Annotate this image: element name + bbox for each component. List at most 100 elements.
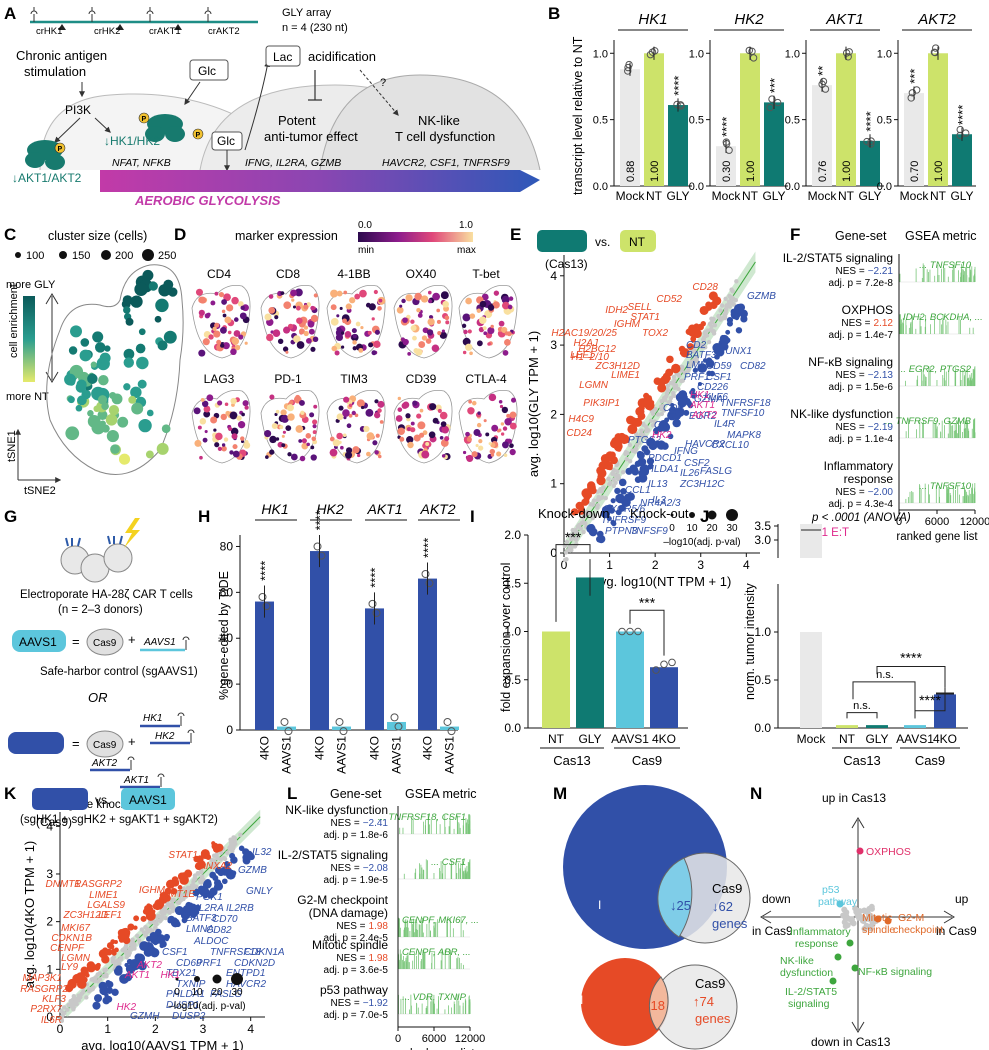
down-genes-label: genes bbox=[712, 916, 748, 931]
gene-point bbox=[565, 548, 571, 553]
cluster-dot bbox=[146, 409, 154, 417]
gene-point-down bbox=[230, 870, 237, 876]
y-tick-label: 1 bbox=[46, 962, 53, 976]
gene-point bbox=[636, 436, 641, 441]
gene-point-down bbox=[608, 507, 615, 514]
x-tick-label: 4 bbox=[247, 1022, 254, 1036]
marker-dot bbox=[418, 432, 425, 438]
nes-label: NES = bbox=[331, 863, 360, 874]
up-overlap-count: ↑18 bbox=[644, 998, 665, 1013]
cluster-dot bbox=[123, 357, 134, 368]
marker-dot bbox=[274, 412, 278, 417]
gene-point bbox=[707, 321, 713, 327]
marker-dot bbox=[377, 408, 382, 413]
marker-dot bbox=[366, 451, 371, 457]
cluster-dot bbox=[99, 352, 111, 364]
x-axis-label: avg. log10(NT TPM + 1) bbox=[593, 574, 732, 589]
gene-label-highlight: HK1 bbox=[161, 970, 180, 981]
marker-dot bbox=[215, 432, 223, 441]
cluster-dot bbox=[75, 404, 83, 412]
gene-label-down: TNFRSF9 bbox=[601, 515, 646, 526]
marker-dot bbox=[306, 337, 312, 344]
y-tick-label: 1.0 bbox=[877, 48, 892, 60]
nes-value: NES = −2.41 bbox=[331, 818, 389, 829]
gene-point-down bbox=[646, 457, 655, 465]
significance-stars: *** bbox=[639, 594, 656, 610]
marker-dot bbox=[509, 411, 517, 419]
gene-point-down bbox=[620, 487, 627, 495]
gene-point bbox=[199, 880, 204, 885]
gene-point-up bbox=[177, 885, 183, 890]
gene-label-up: CD52 bbox=[656, 294, 682, 305]
marker-dot bbox=[310, 305, 315, 311]
marker-dot bbox=[416, 413, 422, 419]
x-tick-label: 12000 bbox=[455, 1033, 486, 1045]
gene-point bbox=[74, 996, 79, 1002]
vs-label: vs. bbox=[595, 235, 610, 249]
gene-label-up: CENPF bbox=[50, 943, 85, 954]
gene-point bbox=[615, 469, 620, 474]
adj-p-value: adj. p = 1.1e-4 bbox=[829, 434, 894, 445]
gene-point bbox=[104, 972, 109, 978]
equals-label: = bbox=[72, 736, 80, 751]
cluster-dot bbox=[77, 395, 87, 406]
marker-dot bbox=[285, 425, 292, 432]
chart-title: AKT2 bbox=[917, 11, 956, 28]
marker-dot bbox=[346, 423, 352, 429]
gene-point-down bbox=[610, 498, 616, 504]
y-tick-label: 3 bbox=[46, 867, 53, 881]
gene-label-down: RUNX1 bbox=[718, 346, 752, 357]
plus-label: + bbox=[128, 734, 136, 749]
gene-label-down: CSF1 bbox=[162, 947, 188, 958]
gene-point-up bbox=[616, 447, 622, 452]
marker-dot bbox=[488, 393, 497, 402]
gene-point bbox=[139, 927, 144, 932]
marker-dot bbox=[199, 418, 207, 425]
cas9-protein-icon bbox=[86, 730, 124, 758]
x-category-label: GLY bbox=[950, 189, 973, 203]
marker-dot bbox=[402, 317, 408, 323]
marker-dot bbox=[469, 313, 476, 319]
leading-edge-genes: CENPF, MKI67, ... bbox=[402, 915, 479, 926]
marker-dot bbox=[343, 396, 350, 403]
marker-dot bbox=[431, 344, 440, 352]
gene-label-up: H2AJ bbox=[574, 338, 599, 349]
gene-point-up bbox=[77, 979, 87, 989]
marker-dot bbox=[372, 440, 378, 446]
gene-point bbox=[170, 904, 176, 909]
x-tick-label: 2 bbox=[152, 1022, 159, 1036]
adj-p-label: adj. p = bbox=[324, 965, 357, 976]
marker-dot bbox=[342, 318, 347, 324]
gene-point bbox=[161, 908, 166, 913]
gene-point-up bbox=[712, 296, 722, 306]
nes-value: NES = −2.00 bbox=[836, 487, 894, 498]
gene-point bbox=[233, 841, 238, 847]
gene-label-down: CD59 bbox=[706, 361, 732, 372]
marker-dot bbox=[410, 325, 417, 332]
gene-point bbox=[97, 971, 103, 976]
marker-name: CD4 bbox=[207, 267, 231, 281]
size-legend: 250 bbox=[158, 250, 176, 262]
nes-value: NES = −2.13 bbox=[836, 370, 894, 381]
x-category-label: 4KO bbox=[652, 732, 676, 746]
marker-dot bbox=[498, 320, 505, 327]
y-tick-label: 0.0 bbox=[785, 181, 800, 193]
gene-point-up bbox=[671, 363, 681, 374]
significance-stars: *** bbox=[565, 529, 582, 545]
x-category-label: 4KO bbox=[421, 736, 435, 760]
gene-point-up bbox=[160, 895, 166, 900]
marker-dot bbox=[280, 409, 287, 416]
potent-label-2: anti-tumor effect bbox=[264, 129, 358, 144]
gene-label-down: PTGS2 bbox=[628, 435, 661, 446]
cluster-dot bbox=[87, 373, 98, 384]
genes-label-2: IFNG, IL2RA, GZMB bbox=[245, 157, 341, 169]
marker-dot bbox=[371, 317, 375, 321]
nes-value: NES = 2.12 bbox=[841, 318, 893, 329]
aavs1-pill bbox=[12, 630, 66, 652]
marker-dot bbox=[377, 400, 385, 408]
gene-label-up: LIME1 bbox=[611, 370, 640, 381]
size-legend-dot bbox=[707, 510, 717, 520]
marker-dot bbox=[441, 454, 446, 458]
marker-dot bbox=[206, 312, 211, 317]
